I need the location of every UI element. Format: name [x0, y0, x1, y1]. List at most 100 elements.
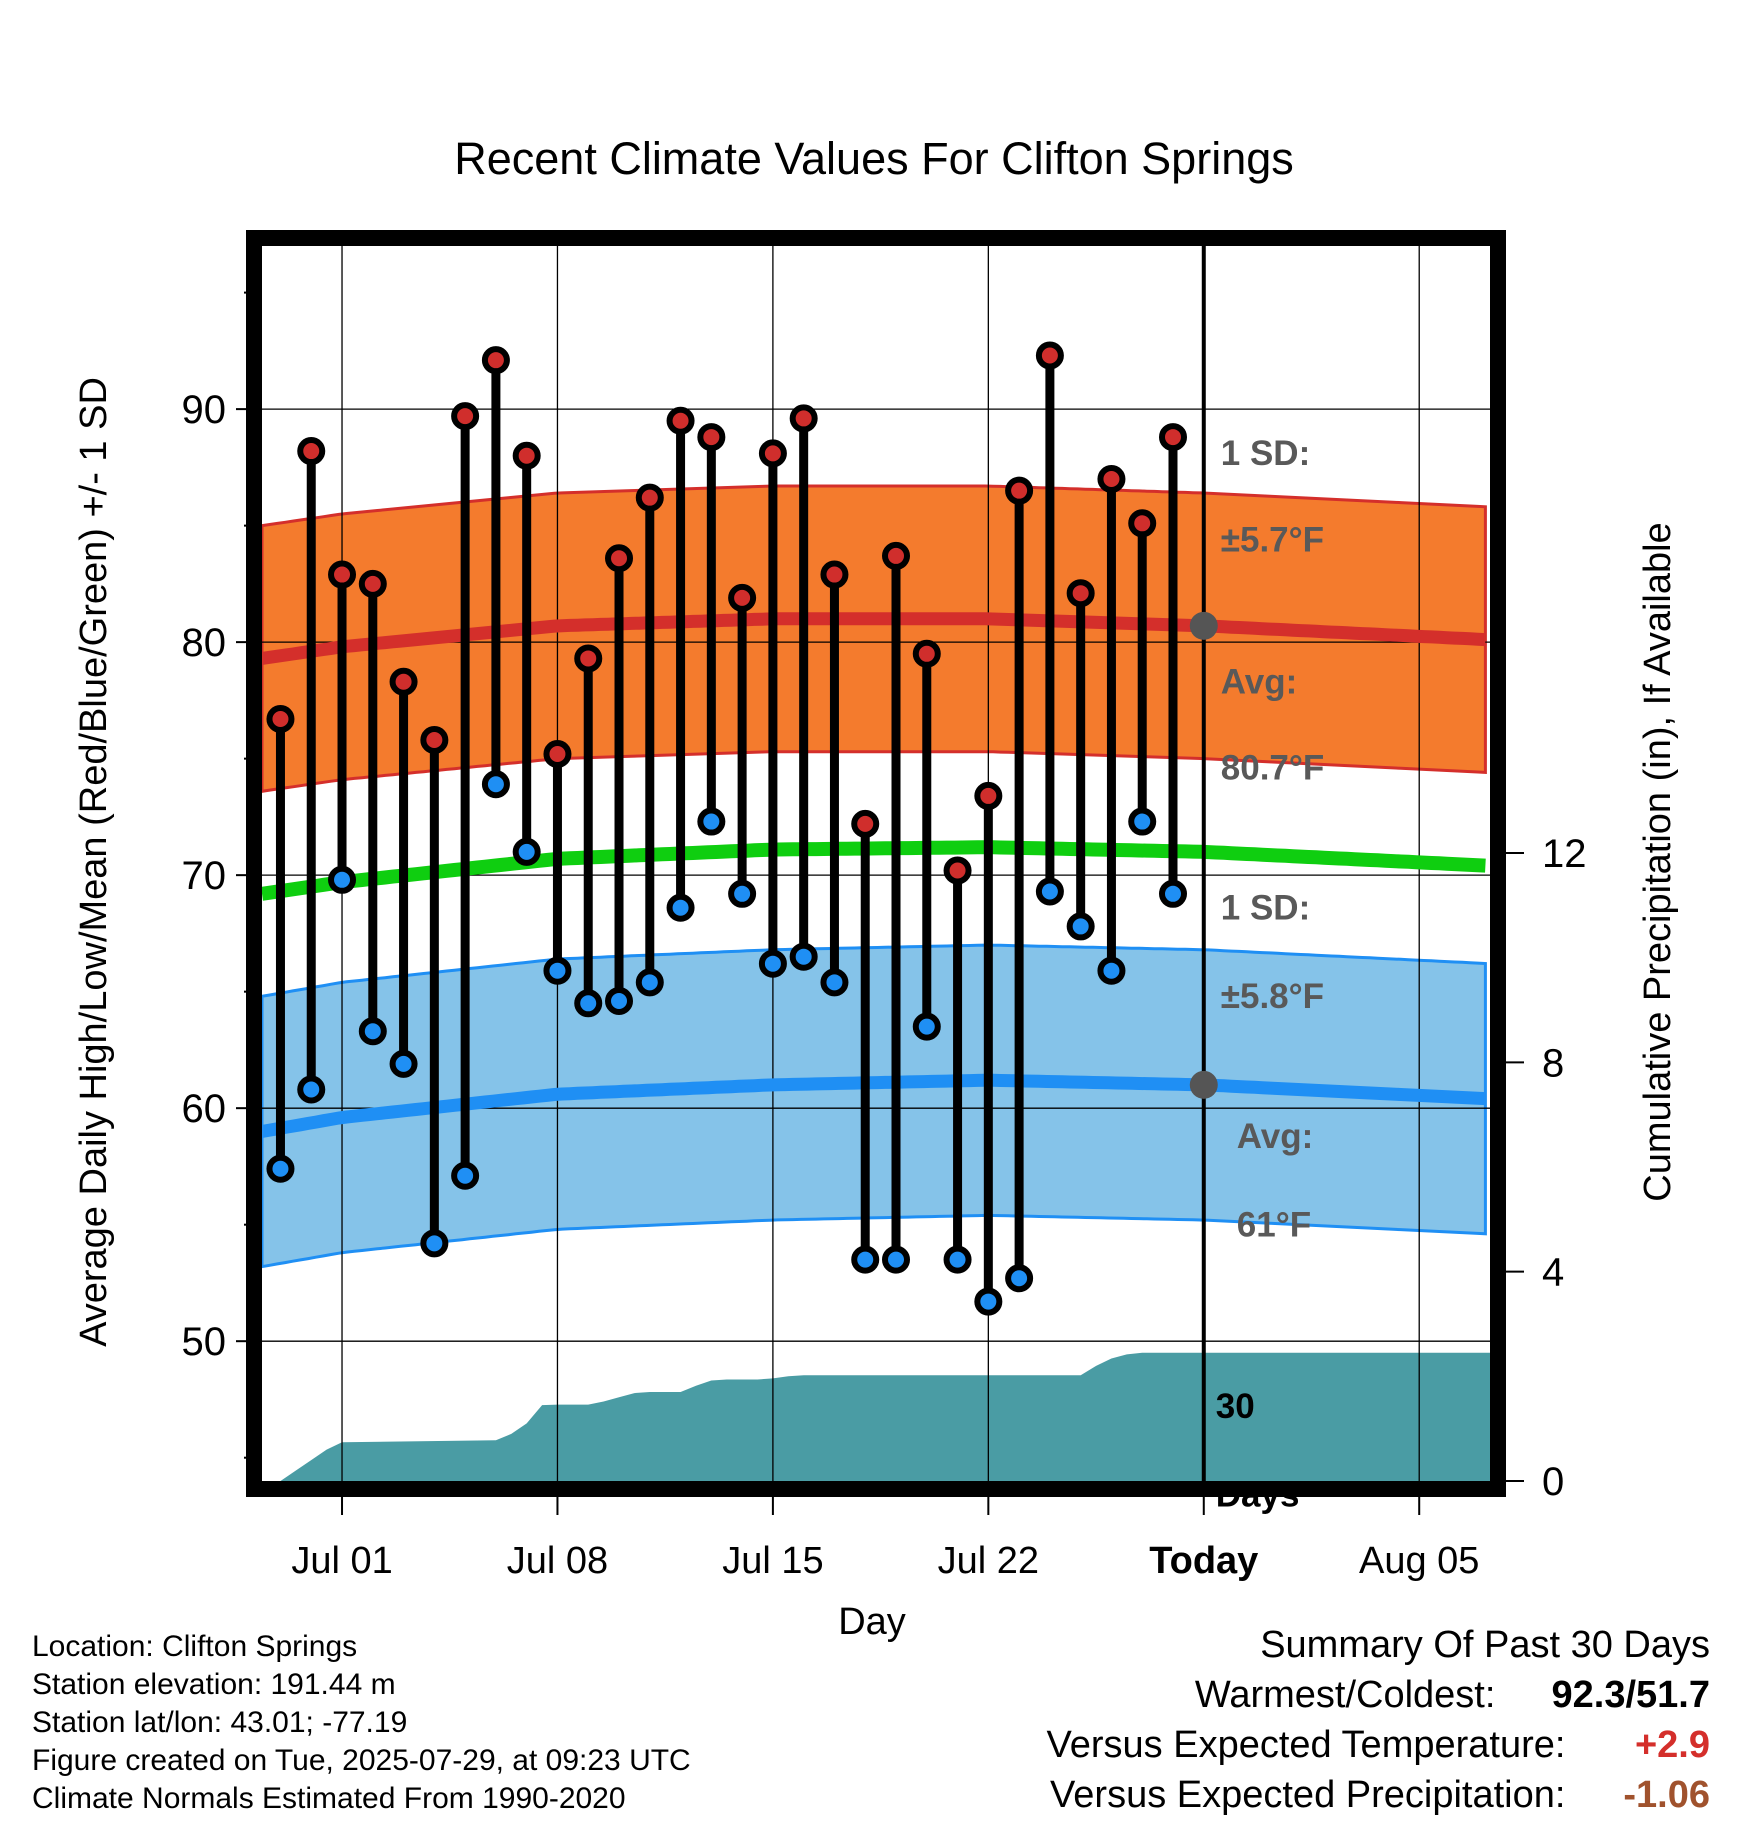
daily-high-point — [974, 781, 1003, 810]
daily-high-point — [605, 544, 634, 573]
daily-high-point — [697, 423, 726, 452]
high-sd-value: ±5.7°F — [1221, 520, 1324, 559]
created-text: Figure created on Tue, 2025-07-29, at 09… — [32, 1744, 691, 1777]
daily-high-point — [297, 437, 326, 466]
daily-high-point — [481, 346, 510, 375]
plot-area: 1 SD: ±5.7°F Avg: 80.7°F 1 SD: ±5.8°F Avg: 61°F… — [182, 230, 1587, 1582]
low-sd-value: ±5.8°F — [1221, 977, 1324, 1016]
daily-high-point — [389, 667, 418, 696]
y-tick-label: 80 — [182, 621, 227, 665]
avg-low-marker — [1189, 1070, 1218, 1099]
y2-tick-label: 4 — [1542, 1251, 1564, 1295]
daily-low-point — [851, 1245, 880, 1274]
daily-high-point — [882, 541, 911, 570]
daily-low-point — [328, 865, 357, 894]
x-tick-label: Today — [1149, 1540, 1258, 1582]
daily-high-point — [420, 726, 449, 754]
location-text: Location: Clifton Springs — [32, 1630, 358, 1663]
daily-high-point — [943, 856, 972, 885]
daily-high-point — [666, 406, 695, 435]
daily-low-point — [543, 956, 572, 985]
normals-text: Climate Normals Estimated From 1990-2020 — [32, 1782, 626, 1815]
daily-low-point — [943, 1245, 972, 1274]
high-sd-label: 1 SD: — [1221, 434, 1310, 473]
daily-high-point — [266, 705, 295, 734]
warm-cold-value: 92.3/51.7 — [1551, 1674, 1710, 1716]
latlon-text: Station lat/lon: 43.01; -77.19 — [32, 1706, 408, 1739]
normal-mean-line — [262, 840, 1486, 901]
daily-low-point — [1097, 956, 1126, 985]
summary-title: Summary Of Past 30 Days — [1260, 1624, 1710, 1666]
daily-high-point — [820, 560, 849, 589]
daily-high-point — [1128, 509, 1157, 538]
high-avg-label: Avg: — [1221, 662, 1297, 701]
y2-tick-label: 0 — [1542, 1460, 1564, 1504]
precip-label: Versus Expected Precipitation: — [1050, 1774, 1566, 1816]
daily-low-point — [1005, 1264, 1034, 1293]
y-tick-label: 60 — [182, 1087, 227, 1131]
daily-low-point — [974, 1287, 1003, 1316]
low-sd-label: 1 SD: — [1221, 888, 1310, 927]
daily-low-point — [1158, 879, 1187, 908]
daily-low-point — [574, 989, 603, 1018]
y-axis-label: Average Daily High/Low/Mean (Red/Blue/Gr… — [73, 377, 115, 1347]
daily-low-point — [820, 968, 849, 997]
y2-tick-label: 12 — [1542, 832, 1587, 876]
elevation-text: Station elevation: 191.44 m — [32, 1668, 396, 1701]
high-sd-band — [262, 484, 1487, 793]
daily-high-point — [1158, 423, 1187, 452]
daily-low-point — [420, 1229, 449, 1258]
daily-high-point — [728, 583, 757, 612]
daily-low-point — [481, 770, 510, 799]
station-info: Location: Clifton Springs Station elevat… — [32, 1628, 691, 1818]
daily-low-point — [297, 1075, 326, 1104]
summary-warm-cold: Warmest/Coldest: 92.3/51.7 — [1047, 1670, 1710, 1720]
x-tick-label: Jul 22 — [938, 1540, 1039, 1582]
daily-high-point — [512, 441, 541, 470]
daily-high-point — [543, 739, 572, 768]
x-tick-label: Aug 05 — [1359, 1540, 1479, 1582]
low-sd-band — [262, 943, 1487, 1269]
daily-low-point — [635, 968, 664, 997]
daily-high-point — [789, 404, 818, 433]
plot-content — [262, 246, 1490, 1481]
precip-value: -1.06 — [1623, 1774, 1710, 1816]
daily-high-point — [328, 560, 357, 589]
summary-temp: Versus Expected Temperature: +2.9 — [1047, 1720, 1710, 1770]
x-tick-label: Jul 08 — [507, 1540, 608, 1582]
daily-low-point — [605, 986, 634, 1015]
y2-tick-label: 8 — [1542, 1041, 1564, 1085]
daily-high-point — [851, 809, 880, 838]
daily-high-point — [1005, 476, 1034, 505]
daily-low-point — [666, 893, 695, 922]
daily-high-point — [1035, 341, 1064, 370]
plot-frame — [246, 230, 1506, 1497]
avg-high-marker — [1189, 611, 1218, 640]
daily-low-point — [451, 1161, 480, 1190]
daily-low-point — [1128, 807, 1157, 836]
daily-high-point — [574, 644, 603, 673]
daily-high-point — [358, 569, 387, 598]
y-tick-label: 70 — [182, 854, 227, 898]
summary-panel: Summary Of Past 30 Days Warmest/Coldest:… — [1047, 1620, 1710, 1820]
daily-low-point — [266, 1154, 295, 1183]
daily-low-point — [358, 1017, 387, 1046]
daily-high-point — [451, 402, 480, 431]
y-tick-label: 90 — [182, 388, 227, 432]
warm-cold-label: Warmest/Coldest: — [1194, 1674, 1496, 1716]
daily-high-point — [912, 639, 941, 668]
temp-value: +2.9 — [1634, 1724, 1710, 1766]
daily-low-point — [389, 1049, 418, 1078]
temp-label: Versus Expected Temperature: — [1046, 1724, 1566, 1766]
x-axis-label: Day — [838, 1601, 906, 1643]
high-avg-value: 80.7°F — [1221, 749, 1325, 788]
daily-low-point — [697, 807, 726, 836]
daily-low-point — [882, 1245, 911, 1274]
daily-low-point — [728, 879, 757, 908]
daily-low-point — [1035, 877, 1064, 906]
daily-low-point — [789, 942, 818, 971]
daily-low-point — [512, 837, 541, 866]
daily-low-point — [1066, 912, 1095, 941]
x-tick-label: Jul 15 — [722, 1540, 823, 1582]
